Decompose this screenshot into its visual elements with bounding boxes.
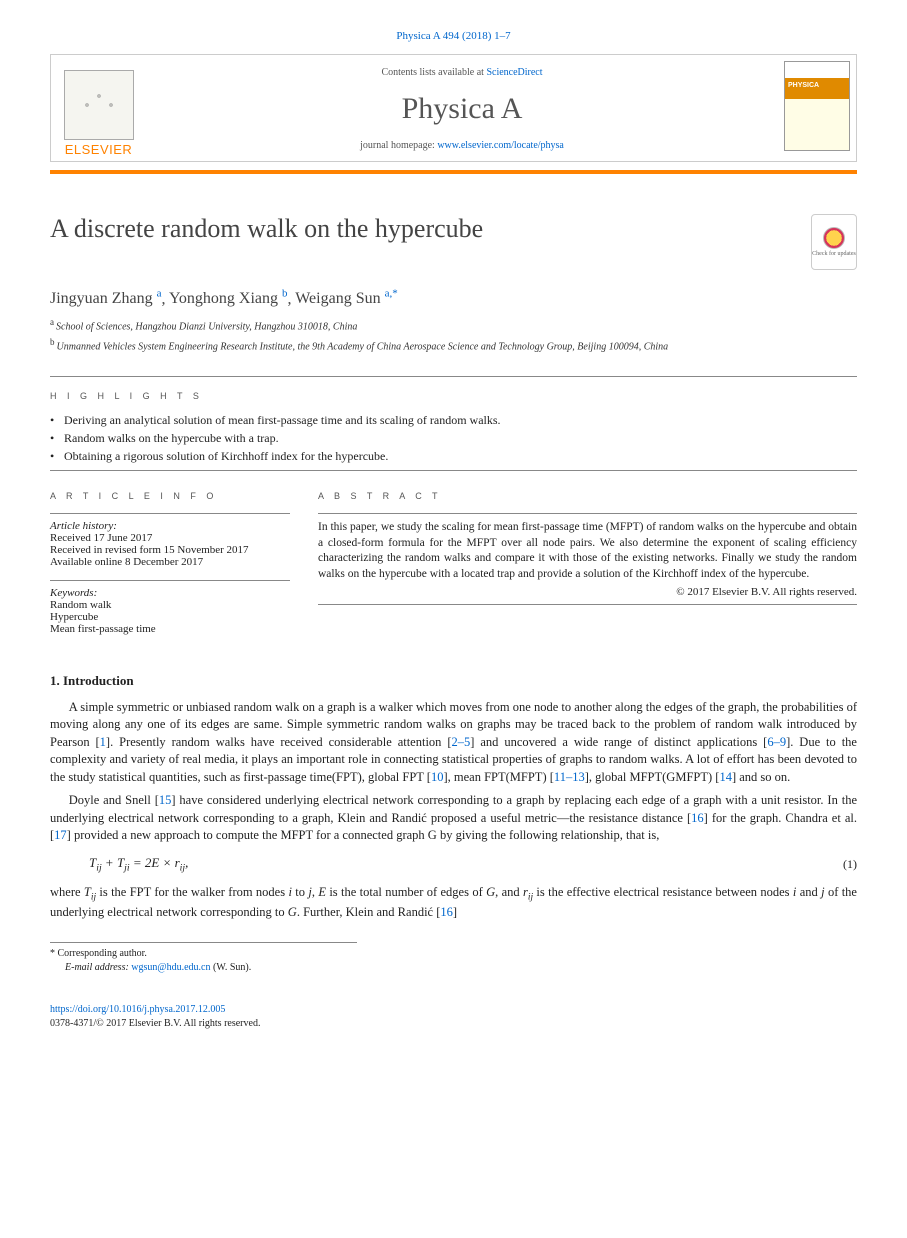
check-updates-badge[interactable]: Check for updates xyxy=(811,214,857,270)
article-info-column: A R T I C L E I N F O Article history: R… xyxy=(50,477,290,647)
crossmark-icon xyxy=(823,227,845,249)
abstract-heading: A B S T R A C T xyxy=(318,491,857,501)
contents-lists-line: Contents lists available at ScienceDirec… xyxy=(156,67,768,78)
orange-divider xyxy=(50,170,857,174)
keyword: Mean first-passage time xyxy=(50,623,290,635)
contents-prefix: Contents lists available at xyxy=(381,67,486,78)
article-title: A discrete random walk on the hypercube xyxy=(50,214,483,244)
author: Yonghong Xiang b xyxy=(169,290,288,307)
journal-header: ELSEVIER Contents lists available at Sci… xyxy=(50,54,857,162)
history-label: Article history: xyxy=(50,520,290,532)
sciencedirect-link[interactable]: ScienceDirect xyxy=(486,67,542,78)
highlight-item: Deriving an analytical solution of mean … xyxy=(50,413,857,428)
doi-link[interactable]: https://doi.org/10.1016/j.physa.2017.12.… xyxy=(50,1004,225,1015)
reference-link[interactable]: 15 xyxy=(159,793,172,807)
header-center: Contents lists available at ScienceDirec… xyxy=(146,55,778,161)
reference-link[interactable]: 11–13 xyxy=(554,770,585,784)
keyword: Random walk xyxy=(50,599,290,611)
homepage-line: journal homepage: www.elsevier.com/locat… xyxy=(156,140,768,151)
intro-paragraph: A simple symmetric or unbiased random wa… xyxy=(50,699,857,787)
email-attribution: (W. Sun). xyxy=(211,962,252,973)
issn-copyright: 0378-4371/© 2017 Elsevier B.V. All right… xyxy=(50,1017,857,1031)
page-footer: https://doi.org/10.1016/j.physa.2017.12.… xyxy=(50,1003,857,1031)
highlight-item: Random walks on the hypercube with a tra… xyxy=(50,431,857,446)
copyright-line: © 2017 Elsevier B.V. All rights reserved… xyxy=(318,586,857,598)
homepage-link[interactable]: www.elsevier.com/locate/physa xyxy=(437,140,564,151)
article-info-heading: A R T I C L E I N F O xyxy=(50,491,290,501)
authors-line: Jingyuan Zhang a, Yonghong Xiang b, Weig… xyxy=(50,288,857,308)
abstract-column: A B S T R A C T In this paper, we study … xyxy=(318,477,857,647)
top-citation: Physica A 494 (2018) 1–7 xyxy=(50,30,857,42)
keywords-label: Keywords: xyxy=(50,587,290,599)
intro-paragraph: Doyle and Snell [15] have considered und… xyxy=(50,792,857,845)
intro-paragraph: where Tij is the FPT for the walker from… xyxy=(50,884,857,922)
reference-link[interactable]: 10 xyxy=(431,770,444,784)
highlight-item: Obtaining a rigorous solution of Kirchho… xyxy=(50,449,857,464)
introduction-heading: 1. Introduction xyxy=(50,673,857,689)
check-updates-label: Check for updates xyxy=(812,251,856,257)
corresponding-author-label: Corresponding author. xyxy=(58,948,147,959)
received-date: Received 17 June 2017 xyxy=(50,532,290,544)
online-date: Available online 8 December 2017 xyxy=(50,556,290,568)
reference-link[interactable]: 16 xyxy=(440,905,453,919)
reference-link[interactable]: 14 xyxy=(719,770,732,784)
reference-link[interactable]: 2–5 xyxy=(452,735,471,749)
reference-link[interactable]: 17 xyxy=(54,828,67,842)
footnotes: * Corresponding author. E-mail address: … xyxy=(50,942,357,975)
revised-date: Received in revised form 15 November 201… xyxy=(50,544,290,556)
keyword: Hypercube xyxy=(50,611,290,623)
email-link[interactable]: wgsun@hdu.edu.cn xyxy=(131,962,210,973)
affiliation: aSchool of Sciences, Hangzhou Dianzi Uni… xyxy=(50,316,857,334)
star-icon: * xyxy=(50,948,55,959)
cover-cell xyxy=(778,55,856,161)
abstract-text: In this paper, we study the scaling for … xyxy=(318,520,857,582)
publisher-name: ELSEVIER xyxy=(65,142,133,157)
highlights-list: Deriving an analytical solution of mean … xyxy=(50,413,857,464)
author: Weigang Sun a,* xyxy=(295,290,398,307)
equation-row: Tij + Tji = 2E × rij, (1) xyxy=(50,855,857,874)
equation-number: (1) xyxy=(843,857,857,872)
affiliation: bUnmanned Vehicles System Engineering Re… xyxy=(50,336,857,354)
publisher-logo-cell: ELSEVIER xyxy=(51,55,146,161)
email-label: E-mail address: xyxy=(65,962,129,973)
elsevier-tree-icon xyxy=(64,70,134,140)
citation-link[interactable]: Physica A 494 (2018) 1–7 xyxy=(396,30,510,42)
reference-link[interactable]: 16 xyxy=(691,811,704,825)
journal-name: Physica A xyxy=(156,92,768,126)
highlights-heading: H I G H L I G H T S xyxy=(50,391,857,401)
reference-link[interactable]: 6–9 xyxy=(767,735,786,749)
homepage-prefix: journal homepage: xyxy=(360,140,437,151)
equation: Tij + Tji = 2E × rij, xyxy=(50,855,843,874)
author: Jingyuan Zhang a xyxy=(50,290,162,307)
journal-cover-icon xyxy=(784,61,850,151)
